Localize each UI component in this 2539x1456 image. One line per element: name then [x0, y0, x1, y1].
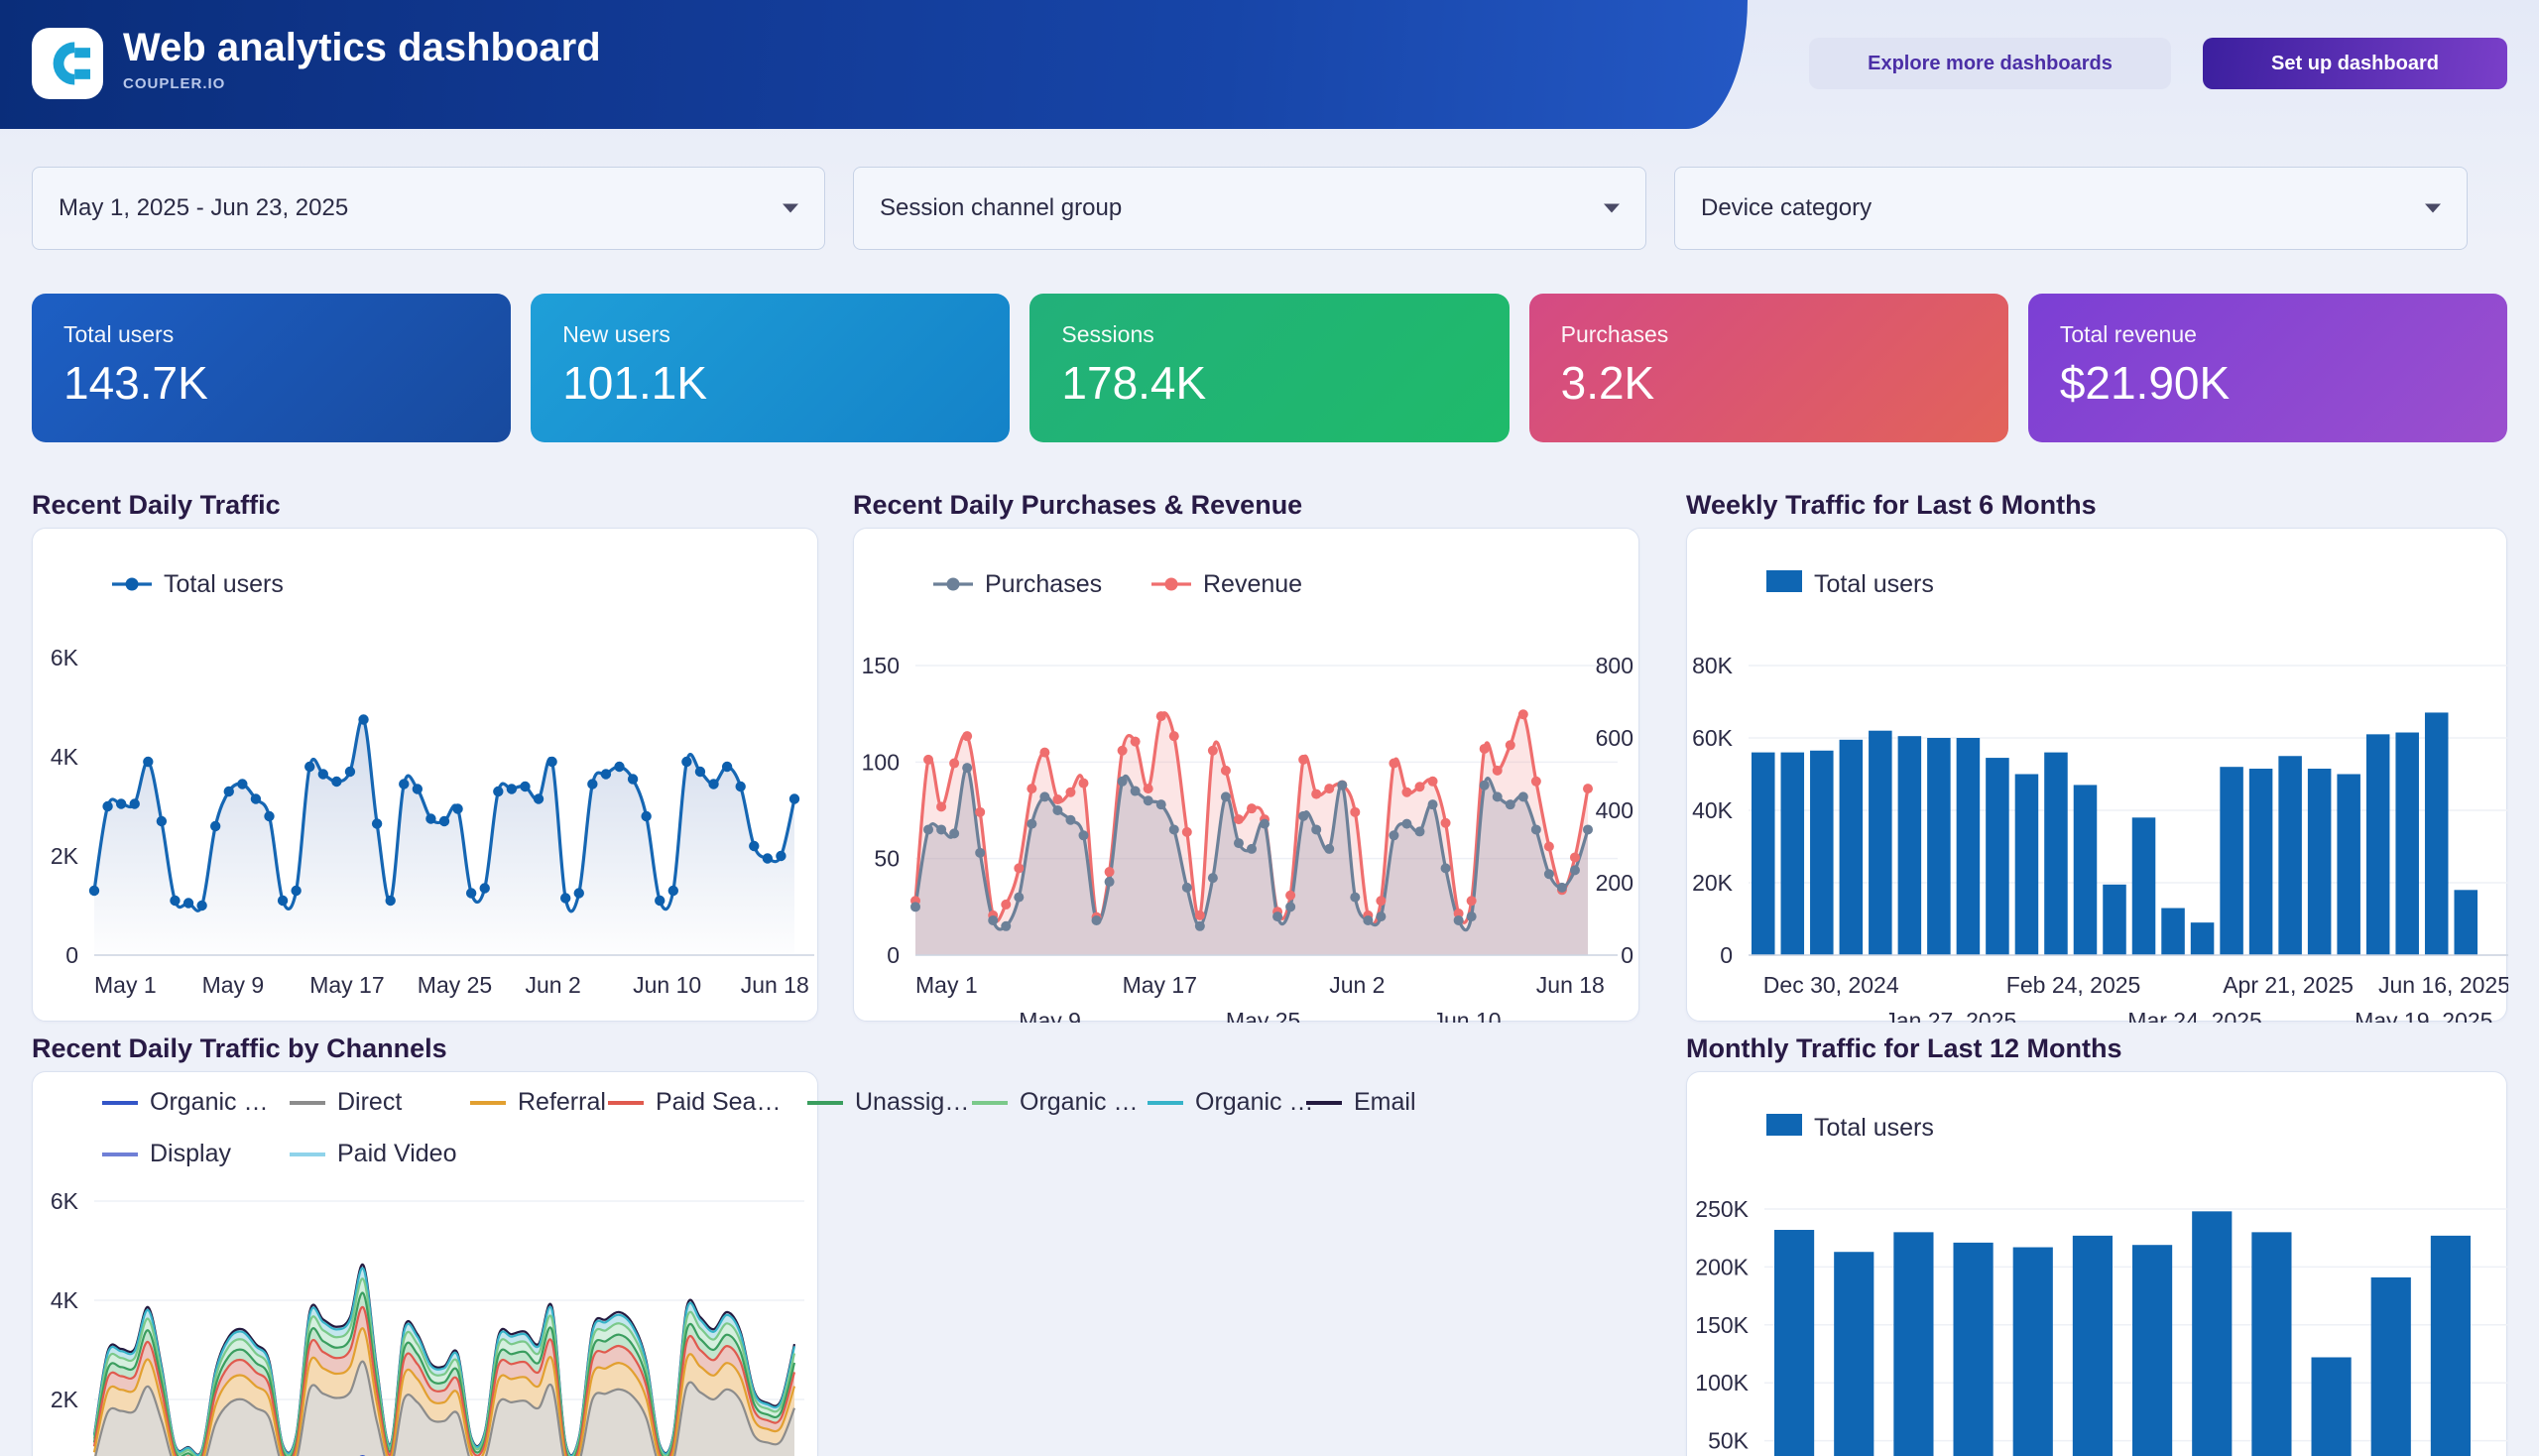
svg-text:Jun 18: Jun 18	[741, 972, 809, 998]
svg-text:Dec 30, 2024: Dec 30, 2024	[1763, 972, 1899, 998]
svg-text:2K: 2K	[51, 843, 79, 869]
svg-text:80K: 80K	[1692, 653, 1734, 678]
svg-text:4K: 4K	[51, 744, 79, 770]
svg-text:Total users: Total users	[1814, 1114, 1934, 1142]
svg-text:Apr 21, 2025: Apr 21, 2025	[2223, 972, 2354, 998]
svg-text:2K: 2K	[51, 1387, 79, 1412]
svg-text:May 25: May 25	[1226, 1008, 1300, 1023]
svg-text:Purchases: Purchases	[985, 570, 1102, 598]
svg-text:Mar 24, 2025: Mar 24, 2025	[2127, 1008, 2262, 1023]
svg-text:60K: 60K	[1692, 725, 1734, 751]
svg-text:100: 100	[862, 749, 900, 775]
svg-text:400: 400	[1596, 797, 1633, 823]
svg-text:May 9: May 9	[1019, 1008, 1081, 1023]
svg-text:Feb 24, 2025: Feb 24, 2025	[2006, 972, 2141, 998]
svg-text:800: 800	[1596, 653, 1633, 678]
svg-text:Jan 27, 2025: Jan 27, 2025	[1884, 1008, 2016, 1023]
svg-text:0: 0	[65, 942, 78, 968]
svg-text:Jun 18: Jun 18	[1536, 972, 1605, 998]
svg-text:Jun 16, 2025: Jun 16, 2025	[2378, 972, 2508, 998]
svg-text:6K: 6K	[51, 1188, 79, 1214]
svg-text:0: 0	[887, 942, 900, 968]
svg-text:100K: 100K	[1695, 1370, 1749, 1395]
svg-text:May 1: May 1	[94, 972, 157, 998]
svg-text:200: 200	[1596, 870, 1633, 896]
svg-text:150: 150	[862, 653, 900, 678]
svg-text:40K: 40K	[1692, 797, 1734, 823]
svg-text:20K: 20K	[1692, 870, 1734, 896]
svg-text:May 25: May 25	[418, 972, 492, 998]
svg-text:600: 600	[1596, 725, 1633, 751]
svg-text:Total users: Total users	[164, 570, 284, 598]
svg-text:Jun 10: Jun 10	[633, 972, 701, 998]
svg-text:150K: 150K	[1695, 1312, 1749, 1338]
svg-text:0: 0	[1621, 942, 1633, 968]
svg-text:May 1: May 1	[915, 972, 978, 998]
svg-text:6K: 6K	[51, 645, 79, 670]
svg-text:Revenue: Revenue	[1203, 570, 1302, 598]
svg-text:250K: 250K	[1695, 1196, 1749, 1222]
svg-text:May 17: May 17	[1123, 972, 1197, 998]
svg-text:50: 50	[874, 846, 900, 872]
svg-text:May 9: May 9	[202, 972, 265, 998]
svg-text:50K: 50K	[1708, 1428, 1750, 1454]
svg-text:May 19, 2025: May 19, 2025	[2355, 1008, 2492, 1023]
svg-text:May 17: May 17	[309, 972, 384, 998]
svg-text:Jun 2: Jun 2	[526, 972, 581, 998]
svg-text:Jun 10: Jun 10	[1433, 1008, 1502, 1023]
svg-text:Total users: Total users	[1814, 570, 1934, 598]
svg-text:4K: 4K	[51, 1287, 79, 1313]
svg-text:200K: 200K	[1695, 1254, 1749, 1279]
svg-text:Jun 2: Jun 2	[1329, 972, 1385, 998]
svg-text:0: 0	[1720, 942, 1733, 968]
